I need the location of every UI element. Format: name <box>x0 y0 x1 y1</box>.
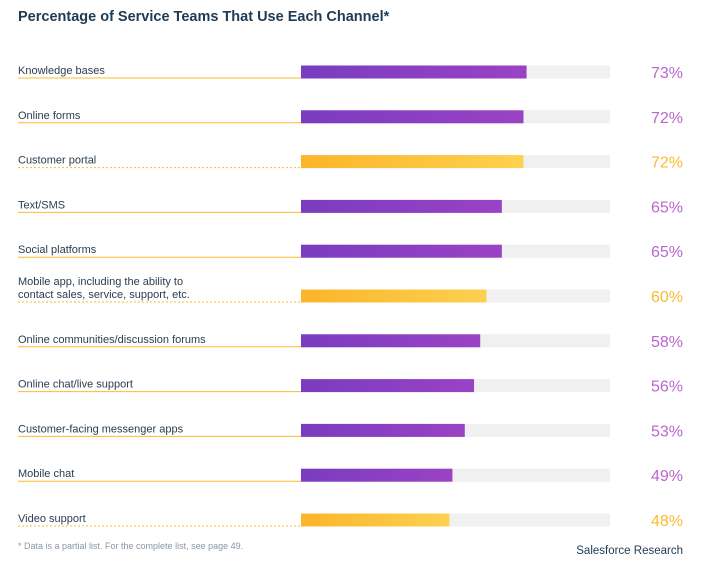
bar <box>301 199 502 213</box>
bar <box>301 65 527 79</box>
category-label: Knowledge bases <box>18 65 105 77</box>
value-label: 65% <box>651 244 683 261</box>
value-label: 56% <box>651 379 683 396</box>
category-label: Online forms <box>18 110 81 122</box>
value-label: 49% <box>651 468 683 485</box>
category-label: Text/SMS <box>18 199 65 211</box>
category-label: Video support <box>18 513 86 525</box>
value-label: 58% <box>651 334 683 351</box>
bar <box>301 334 481 348</box>
value-label: 53% <box>651 423 683 440</box>
bar <box>301 513 450 527</box>
category-label: Customer portal <box>18 155 96 167</box>
bar <box>301 110 524 124</box>
bar <box>301 155 524 169</box>
value-label: 73% <box>651 65 683 82</box>
category-label: Social platforms <box>18 244 97 256</box>
value-label: 65% <box>651 199 683 216</box>
footnote: * Data is a partial list. For the comple… <box>18 541 244 551</box>
chart-title: Percentage of Service Teams That Use Eac… <box>18 9 390 25</box>
value-label: 72% <box>651 110 683 127</box>
value-label: 72% <box>651 155 683 172</box>
bar <box>301 289 487 303</box>
category-label: Mobile chat <box>18 468 74 480</box>
bar <box>301 423 465 437</box>
bar <box>301 468 453 482</box>
category-label: Online communities/discussion forums <box>18 334 206 346</box>
category-label: Customer-facing messenger apps <box>18 423 184 435</box>
category-label: Mobile app, including the ability to <box>18 276 183 288</box>
category-label: Online chat/live support <box>18 379 133 391</box>
source-label: Salesforce Research <box>576 545 683 557</box>
value-label: 60% <box>651 289 683 306</box>
value-label: 48% <box>651 513 683 530</box>
category-label: contact sales, service, support, etc. <box>18 289 190 301</box>
bar <box>301 244 502 258</box>
bar <box>301 379 475 393</box>
